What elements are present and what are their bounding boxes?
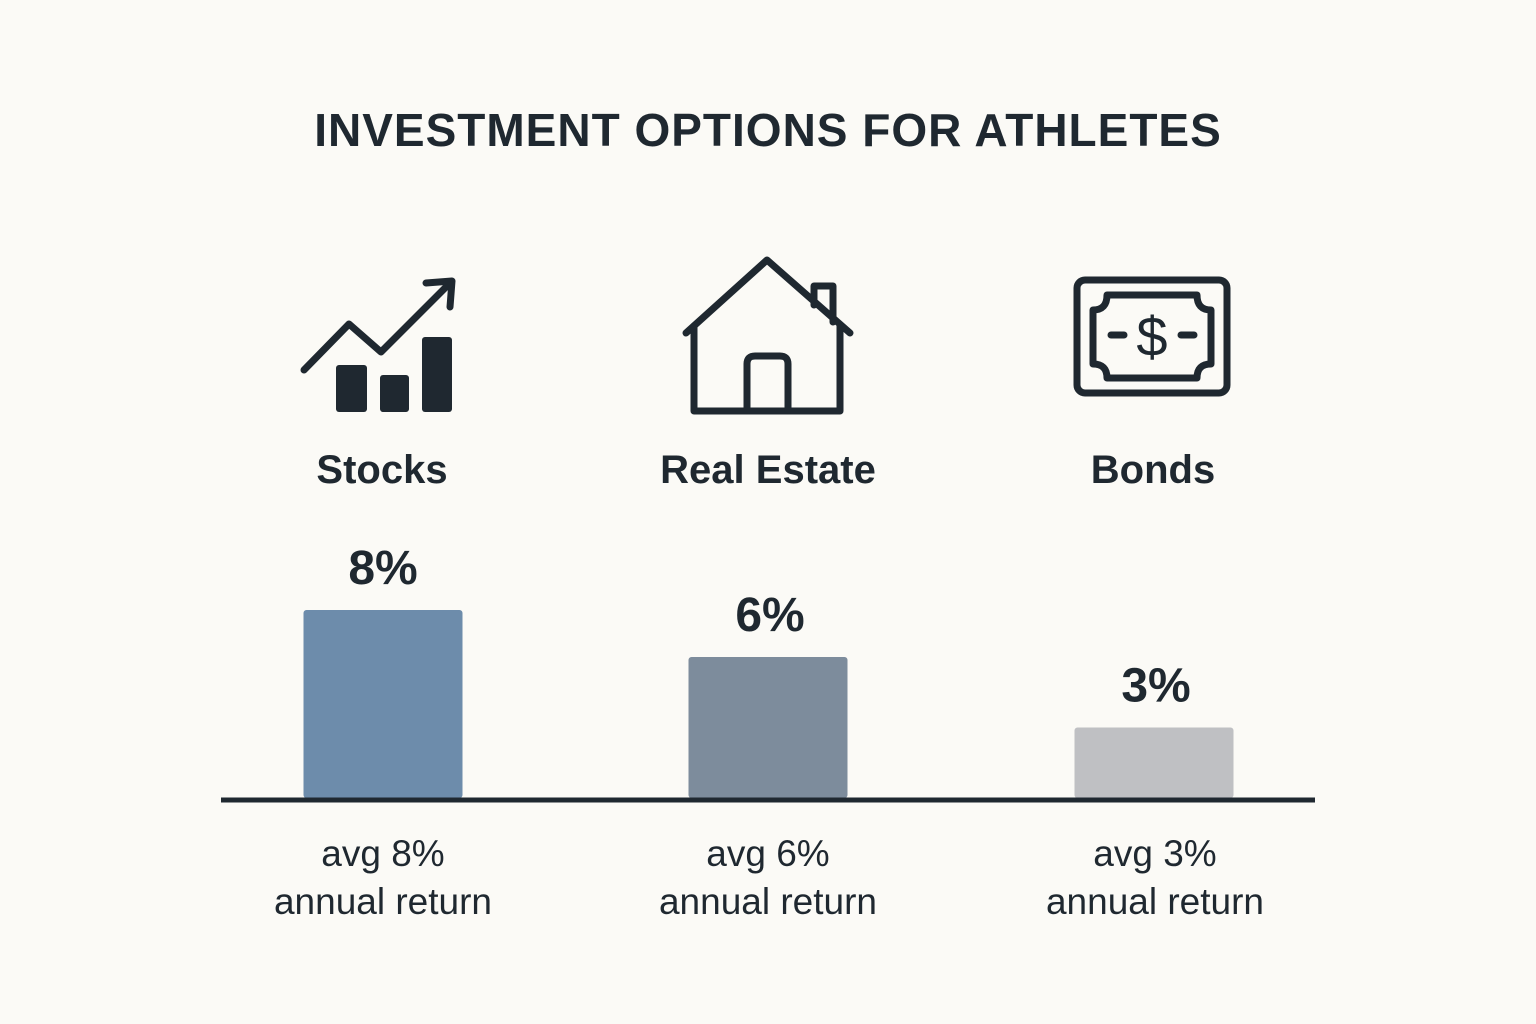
house-icon [682, 256, 854, 415]
value-label-real-estate: 6% [735, 589, 804, 642]
caption-real-estate-line1: avg 6% [706, 833, 829, 874]
bar-real-estate [688, 657, 848, 798]
trending-chart-icon [300, 277, 456, 412]
caption-stocks-line1: avg 8% [321, 833, 444, 874]
caption-bonds-line2: annual return [1046, 881, 1264, 922]
svg-text:$: $ [1136, 305, 1167, 368]
caption-bonds-line1: avg 3% [1093, 833, 1216, 874]
value-label-stocks: 8% [348, 542, 417, 595]
category-label-real-estate: Real Estate [660, 448, 876, 492]
banknote-icon: $ [1073, 276, 1231, 397]
caption-real-estate-line2: annual return [659, 881, 877, 922]
category-label-stocks: Stocks [316, 448, 447, 492]
category-label-bonds: Bonds [1091, 448, 1215, 492]
chart-title: INVESTMENT OPTIONS FOR ATHLETES [314, 104, 1222, 156]
bar-stocks [303, 610, 463, 798]
value-label-bonds: 3% [1121, 660, 1190, 713]
bar-bonds [1074, 727, 1234, 798]
caption-stocks-line2: annual return [274, 881, 492, 922]
